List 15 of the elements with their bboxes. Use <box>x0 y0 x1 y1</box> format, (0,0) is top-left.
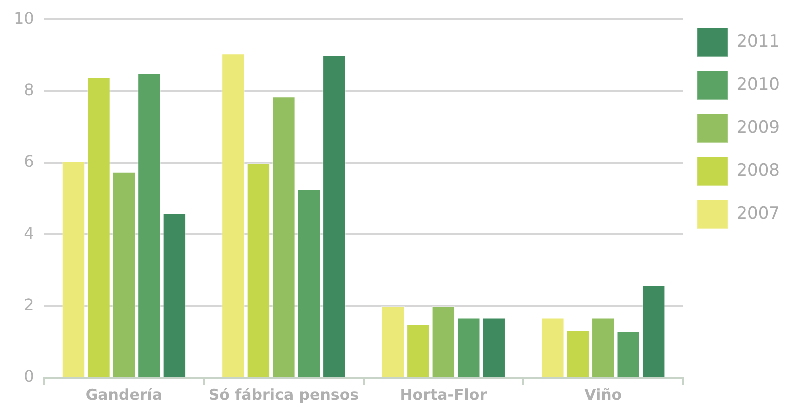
x-tick-label: Horta-Flor <box>400 386 488 404</box>
y-tick-label: 8 <box>24 80 34 100</box>
y-tick-label: 6 <box>24 152 34 172</box>
legend-label: 2011 <box>736 32 780 52</box>
legend-label: 2010 <box>736 74 780 95</box>
legend-label: 2007 <box>736 204 780 224</box>
y-tick-label: 10 <box>14 8 34 28</box>
y-tick-label: 0 <box>24 367 34 386</box>
x-tick-label: Gandería <box>86 386 163 404</box>
legend-label: 2008 <box>736 160 780 181</box>
x-tick-label: Viño <box>584 386 622 404</box>
x-tick-label: Só fábrica pensos <box>208 386 360 404</box>
y-tick-label: 2 <box>24 295 34 314</box>
legend-label: 2009 <box>736 118 780 138</box>
y-tick-label: 4 <box>24 224 34 243</box>
